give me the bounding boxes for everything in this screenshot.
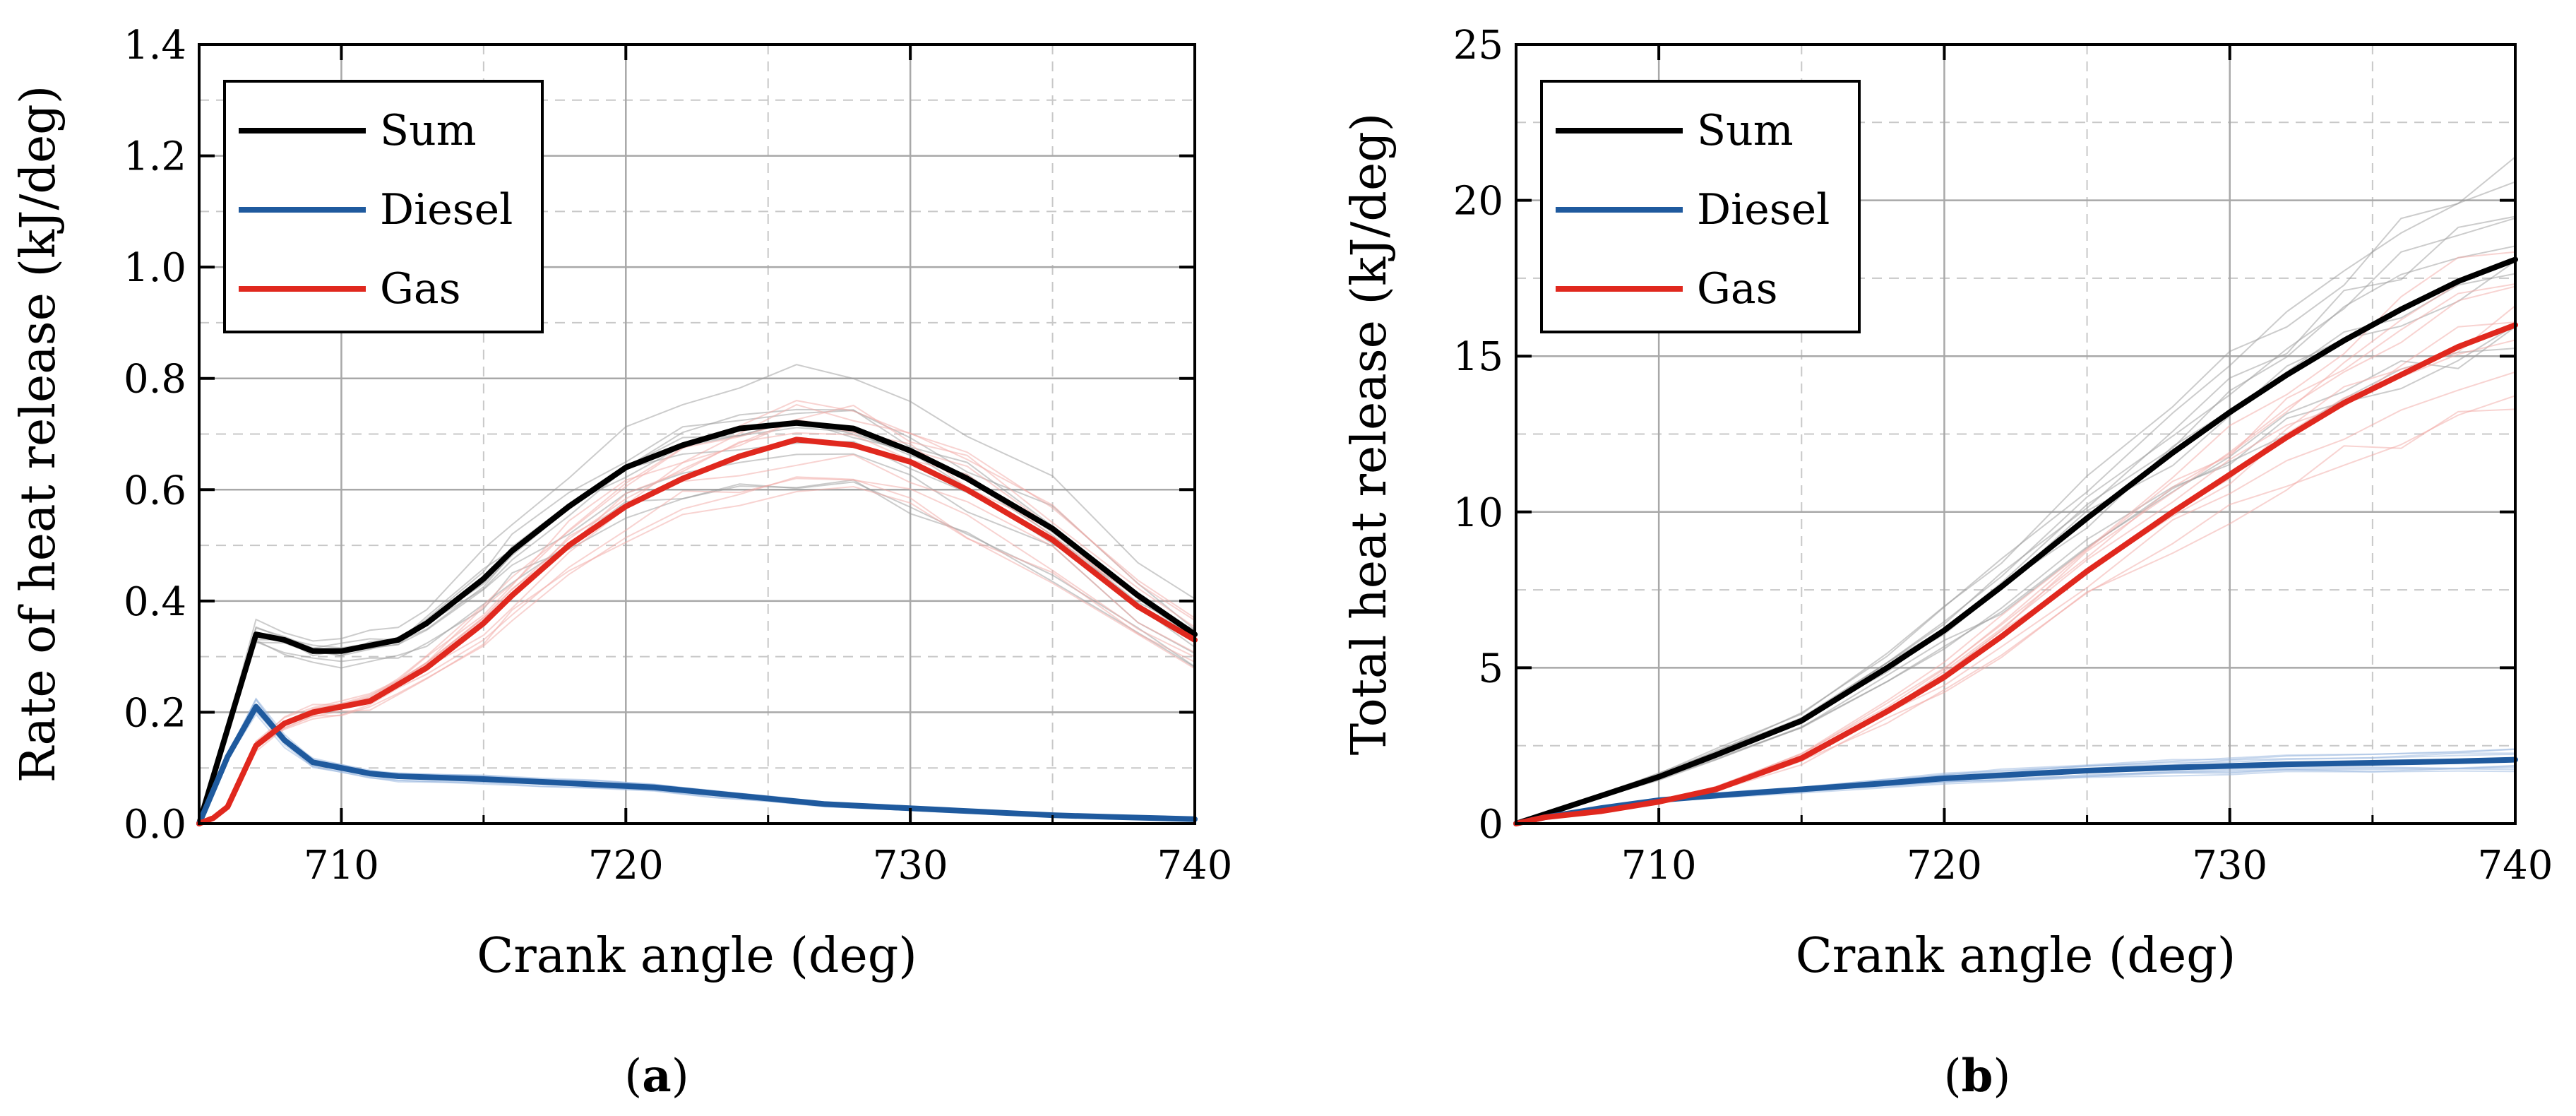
series-line-diesel [196, 704, 1198, 826]
y-tick-label: 1.0 [124, 245, 186, 291]
caption-open: ( [1944, 1050, 1962, 1103]
x-tick-label: 710 [304, 843, 379, 889]
y-tick-label: 1.4 [124, 23, 186, 69]
caption-close: ) [672, 1050, 689, 1103]
y-tick-label: 10 [1453, 490, 1503, 536]
x-tick-label: 730 [2192, 843, 2267, 889]
caption-close: ) [1993, 1050, 2010, 1103]
cycle-trace-gas [198, 420, 1195, 824]
legend-label: Sum [380, 106, 477, 155]
y-tick-label: 0.6 [124, 468, 186, 514]
y-tick-label: 25 [1453, 23, 1503, 69]
x-tick-label: 720 [1907, 843, 1982, 889]
cycle-trace-gas [1515, 371, 2516, 824]
cycle-trace-gas [1515, 285, 2516, 824]
y-tick-label: 20 [1453, 179, 1503, 225]
legend-item: Sum [1556, 106, 1794, 155]
y-axis-title: Rate of heat release (kJ/deg) [11, 85, 66, 783]
series-line-gas [1513, 322, 2518, 826]
cycle-trace-diesel [198, 699, 1195, 824]
y-tick-label: 0.8 [124, 357, 186, 403]
cycle-trace-gas [1515, 257, 2516, 824]
legend-label: Diesel [1697, 185, 1830, 235]
x-tick-label: 720 [588, 843, 664, 889]
y-tick-label: 15 [1453, 334, 1503, 380]
panel-caption: (b) [1944, 1050, 2011, 1103]
cycle-trace-gas [1515, 283, 2516, 824]
y-axis-title: Total heat release (kJ/deg) [1342, 113, 1397, 756]
legend-label: Sum [1697, 106, 1794, 155]
legend-box [223, 80, 544, 333]
legend-label: Gas [380, 264, 461, 314]
cycle-trace-diesel [198, 703, 1195, 824]
x-tick-label: 730 [873, 843, 948, 889]
cycle-trace-gas [1515, 251, 2516, 824]
series-line-sum [1513, 256, 2518, 826]
cycle-trace-diesel [198, 702, 1195, 824]
y-tick-label: 5 [1478, 646, 1503, 691]
legend-label: Gas [1697, 264, 1778, 314]
legend-item: Diesel [239, 185, 513, 235]
series-line-gas [196, 437, 1198, 826]
panel-caption: (a) [624, 1050, 688, 1103]
plot-frame [1515, 43, 2517, 825]
cycle-trace-sum [1515, 261, 2516, 824]
legend: Sum Diesel Gas [223, 80, 544, 333]
caption-open: ( [624, 1050, 642, 1103]
x-axis-title: Crank angle (deg) [477, 928, 917, 984]
panel-b: 710 720 730 740 0 5 10 15 20 25 Crank angle (deg) T… [1342, 23, 2553, 1103]
plot-frame [198, 43, 1196, 825]
cycle-trace-gas [1515, 395, 2516, 824]
cycle-trace-gas [198, 404, 1195, 824]
cycle-trace-sum [1515, 348, 2516, 824]
cycle-trace-gas [198, 476, 1195, 824]
y-tick-label: 1.2 [124, 134, 186, 180]
x-axis-title: Crank angle (deg) [1796, 928, 2236, 984]
legend-item: Gas [1556, 264, 1778, 314]
caption-letter: b [1962, 1050, 1993, 1103]
cycle-trace-sum [198, 364, 1195, 824]
cycle-trace-sum [198, 410, 1195, 824]
legend-item: Sum [239, 106, 477, 155]
y-tick-label: 0.4 [124, 579, 186, 625]
legend-item: Diesel [1556, 185, 1830, 235]
y-tick-label: 0 [1478, 802, 1503, 848]
cycle-trace-sum [198, 427, 1195, 824]
legend: Sum Diesel Gas [1540, 80, 1861, 333]
series-line-sum [196, 420, 1198, 826]
cycle-trace-gas [1515, 339, 2516, 824]
y-tick-label: 0.2 [124, 690, 186, 736]
x-tick-label: 740 [1157, 843, 1233, 889]
cycle-trace-gas [198, 486, 1195, 824]
y-tick-label: 0.0 [124, 802, 186, 848]
legend-label: Diesel [380, 185, 513, 235]
x-tick-label: 740 [2478, 843, 2553, 889]
x-tick-label: 710 [1621, 843, 1697, 889]
panel-a: 710 720 730 740 0.0 0.2 0.4 0.6 0.8 1.0 1.2 1.4 Cran… [11, 23, 1232, 1103]
caption-letter: a [642, 1050, 671, 1103]
cycle-trace-diesel [198, 698, 1195, 824]
cycle-trace-diesel [198, 697, 1195, 824]
legend-item: Gas [239, 264, 461, 314]
cycle-trace-gas [198, 403, 1195, 824]
